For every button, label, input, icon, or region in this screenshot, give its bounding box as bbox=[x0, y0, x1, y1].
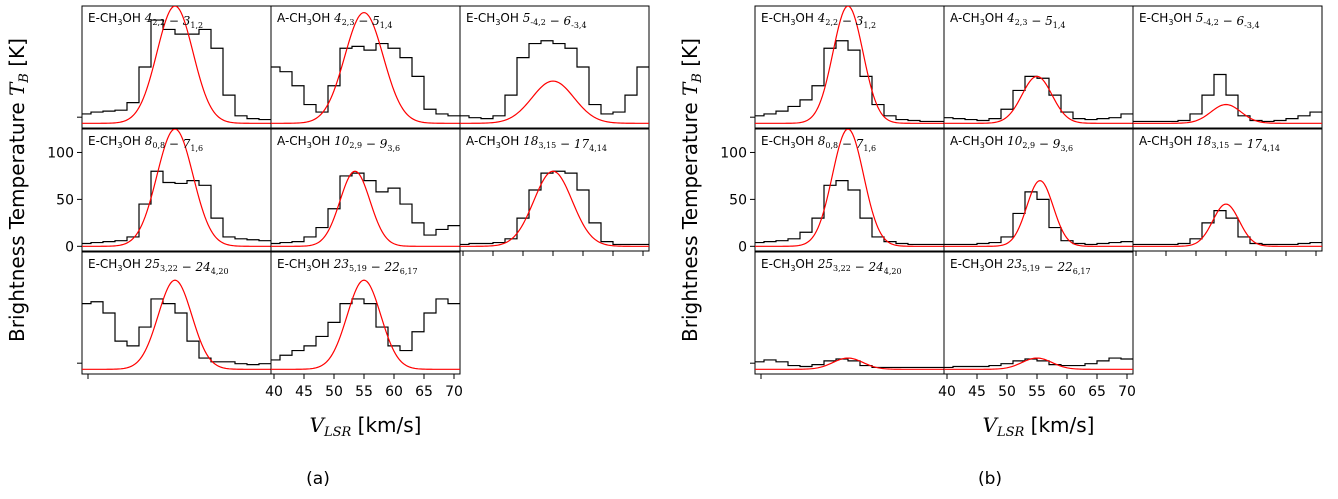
panel-1-5-frame bbox=[1132, 128, 1323, 252]
panel-1-7-frame bbox=[943, 251, 1134, 375]
panel-0-7-observed-line bbox=[271, 298, 460, 361]
ytick-label-0-100: 100 bbox=[47, 145, 74, 161]
panel-1-5-label: A-CH3OH 183,15 − 174,14 bbox=[1139, 134, 1280, 153]
xtick-label-0-65: 65 bbox=[415, 384, 433, 400]
panel-1-1-label: A-CH3OH 42,3 − 51,4 bbox=[950, 11, 1066, 30]
panel-0-5-model-line bbox=[460, 170, 649, 247]
panel-0-0-observed-line bbox=[82, 19, 271, 121]
panel-1-6-model-line bbox=[755, 357, 944, 370]
xtick-label-1-50: 50 bbox=[998, 384, 1016, 400]
panel-1-4-observed-line bbox=[944, 191, 1133, 246]
panel-0-3-model-line bbox=[82, 129, 271, 247]
panel-1-4-model-line bbox=[944, 179, 1133, 247]
panel-0-1-observed-line bbox=[271, 42, 460, 117]
panel-0-7-frame bbox=[270, 251, 461, 375]
panel-0-3-label: E-CH3OH 80,8 − 71,6 bbox=[88, 134, 203, 153]
xtick-label-1-65: 65 bbox=[1088, 384, 1106, 400]
panel-1-1-observed-line bbox=[944, 75, 1133, 122]
xlabel-1: VLSR [km/s] bbox=[983, 413, 1095, 440]
panel-0-5-observed-line bbox=[460, 170, 649, 246]
panel-0-3-observed-line bbox=[82, 170, 271, 245]
panel-1-7-observed-line bbox=[944, 357, 1133, 369]
xtick-label-0-70: 70 bbox=[445, 384, 463, 400]
panel-1-2-frame bbox=[1132, 5, 1323, 129]
xtick-label-1-70: 70 bbox=[1118, 384, 1136, 400]
ytick-label-1-100: 100 bbox=[720, 145, 747, 161]
panel-0-5-label: A-CH3OH 183,15 − 174,14 bbox=[466, 134, 607, 153]
ytick-label-1-50: 50 bbox=[729, 192, 747, 208]
panel-1-6-observed-line bbox=[755, 358, 944, 369]
xtick-label-0-45: 45 bbox=[295, 384, 313, 400]
xtick-label-0-60: 60 bbox=[385, 384, 403, 400]
ylabel-0: Brightness Temperature TB [K] bbox=[5, 38, 32, 342]
panel-1-7-label: E-CH3OH 235,19 − 226,17 bbox=[950, 257, 1091, 276]
panel-0-1-model-line bbox=[271, 11, 460, 124]
panel-1-4-label: A-CH3OH 102,9 − 93,6 bbox=[950, 134, 1073, 153]
panel-0-4-label: A-CH3OH 102,9 − 93,6 bbox=[277, 134, 400, 153]
panel-0-5-frame bbox=[459, 128, 650, 252]
panel-1-2-model-line bbox=[1133, 103, 1322, 124]
panel-1-1-model-line bbox=[944, 75, 1133, 124]
xtick-label-1-55: 55 bbox=[1028, 384, 1046, 400]
xtick-label-0-55: 55 bbox=[355, 384, 373, 400]
panel-1-0-model-line bbox=[755, 6, 944, 124]
xlabel-0: VLSR [km/s] bbox=[310, 413, 422, 440]
ytick-label-0-0: 0 bbox=[65, 239, 74, 255]
panel-1-7-model-line bbox=[944, 357, 1133, 370]
ylabel-1: Brightness Temperature TB [K] bbox=[678, 38, 705, 342]
panel-0-6-model-line bbox=[82, 279, 271, 370]
xtick-label-1-60: 60 bbox=[1058, 384, 1076, 400]
panel-0-7-label: E-CH3OH 235,19 − 226,17 bbox=[277, 257, 418, 276]
xtick-label-1-40: 40 bbox=[938, 384, 956, 400]
panel-1-3-label: E-CH3OH 80,8 − 71,6 bbox=[761, 134, 876, 153]
panel-1-3-model-line bbox=[755, 129, 944, 247]
panel-0-1-label: A-CH3OH 42,3 − 51,4 bbox=[277, 11, 393, 30]
panel-0-6-label: E-CH3OH 253,22 − 244,20 bbox=[88, 257, 229, 276]
panel-1-6-label: E-CH3OH 253,22 − 244,20 bbox=[761, 257, 902, 276]
panel-0-4-observed-line bbox=[271, 172, 460, 245]
panel-1-3-observed-line bbox=[755, 180, 944, 246]
panel-1-0-label: E-CH3OH 42,2 − 31,2 bbox=[761, 11, 876, 30]
panel-0-4-model-line bbox=[271, 170, 460, 247]
panel-0-0-model-line bbox=[82, 6, 271, 124]
panel-0-2-observed-line bbox=[460, 40, 649, 120]
ytick-label-0-50: 50 bbox=[56, 192, 74, 208]
panel-1-5-observed-line bbox=[1133, 210, 1322, 246]
xtick-label-0-50: 50 bbox=[325, 384, 343, 400]
ytick-label-1-0: 0 bbox=[738, 239, 747, 255]
panel-0-2-label: E-CH3OH 5-4,2 − 6-3,4 bbox=[466, 11, 587, 30]
panel-0-2-model-line bbox=[460, 80, 649, 124]
caption-1: (b) bbox=[978, 469, 1002, 489]
xtick-label-1-45: 45 bbox=[968, 384, 986, 400]
panel-0-0-label: E-CH3OH 42,2 − 31,2 bbox=[88, 11, 203, 30]
panel-0-7-model-line bbox=[271, 279, 460, 370]
caption-0: (a) bbox=[306, 469, 330, 489]
panel-1-5-model-line bbox=[1133, 203, 1322, 247]
panel-1-0-observed-line bbox=[755, 40, 944, 123]
panel-1-2-label: E-CH3OH 5-4,2 − 6-3,4 bbox=[1139, 11, 1260, 30]
panel-0-6-observed-line bbox=[82, 298, 271, 366]
panel-1-2-observed-line bbox=[1133, 73, 1322, 123]
xtick-label-0-40: 40 bbox=[265, 384, 283, 400]
